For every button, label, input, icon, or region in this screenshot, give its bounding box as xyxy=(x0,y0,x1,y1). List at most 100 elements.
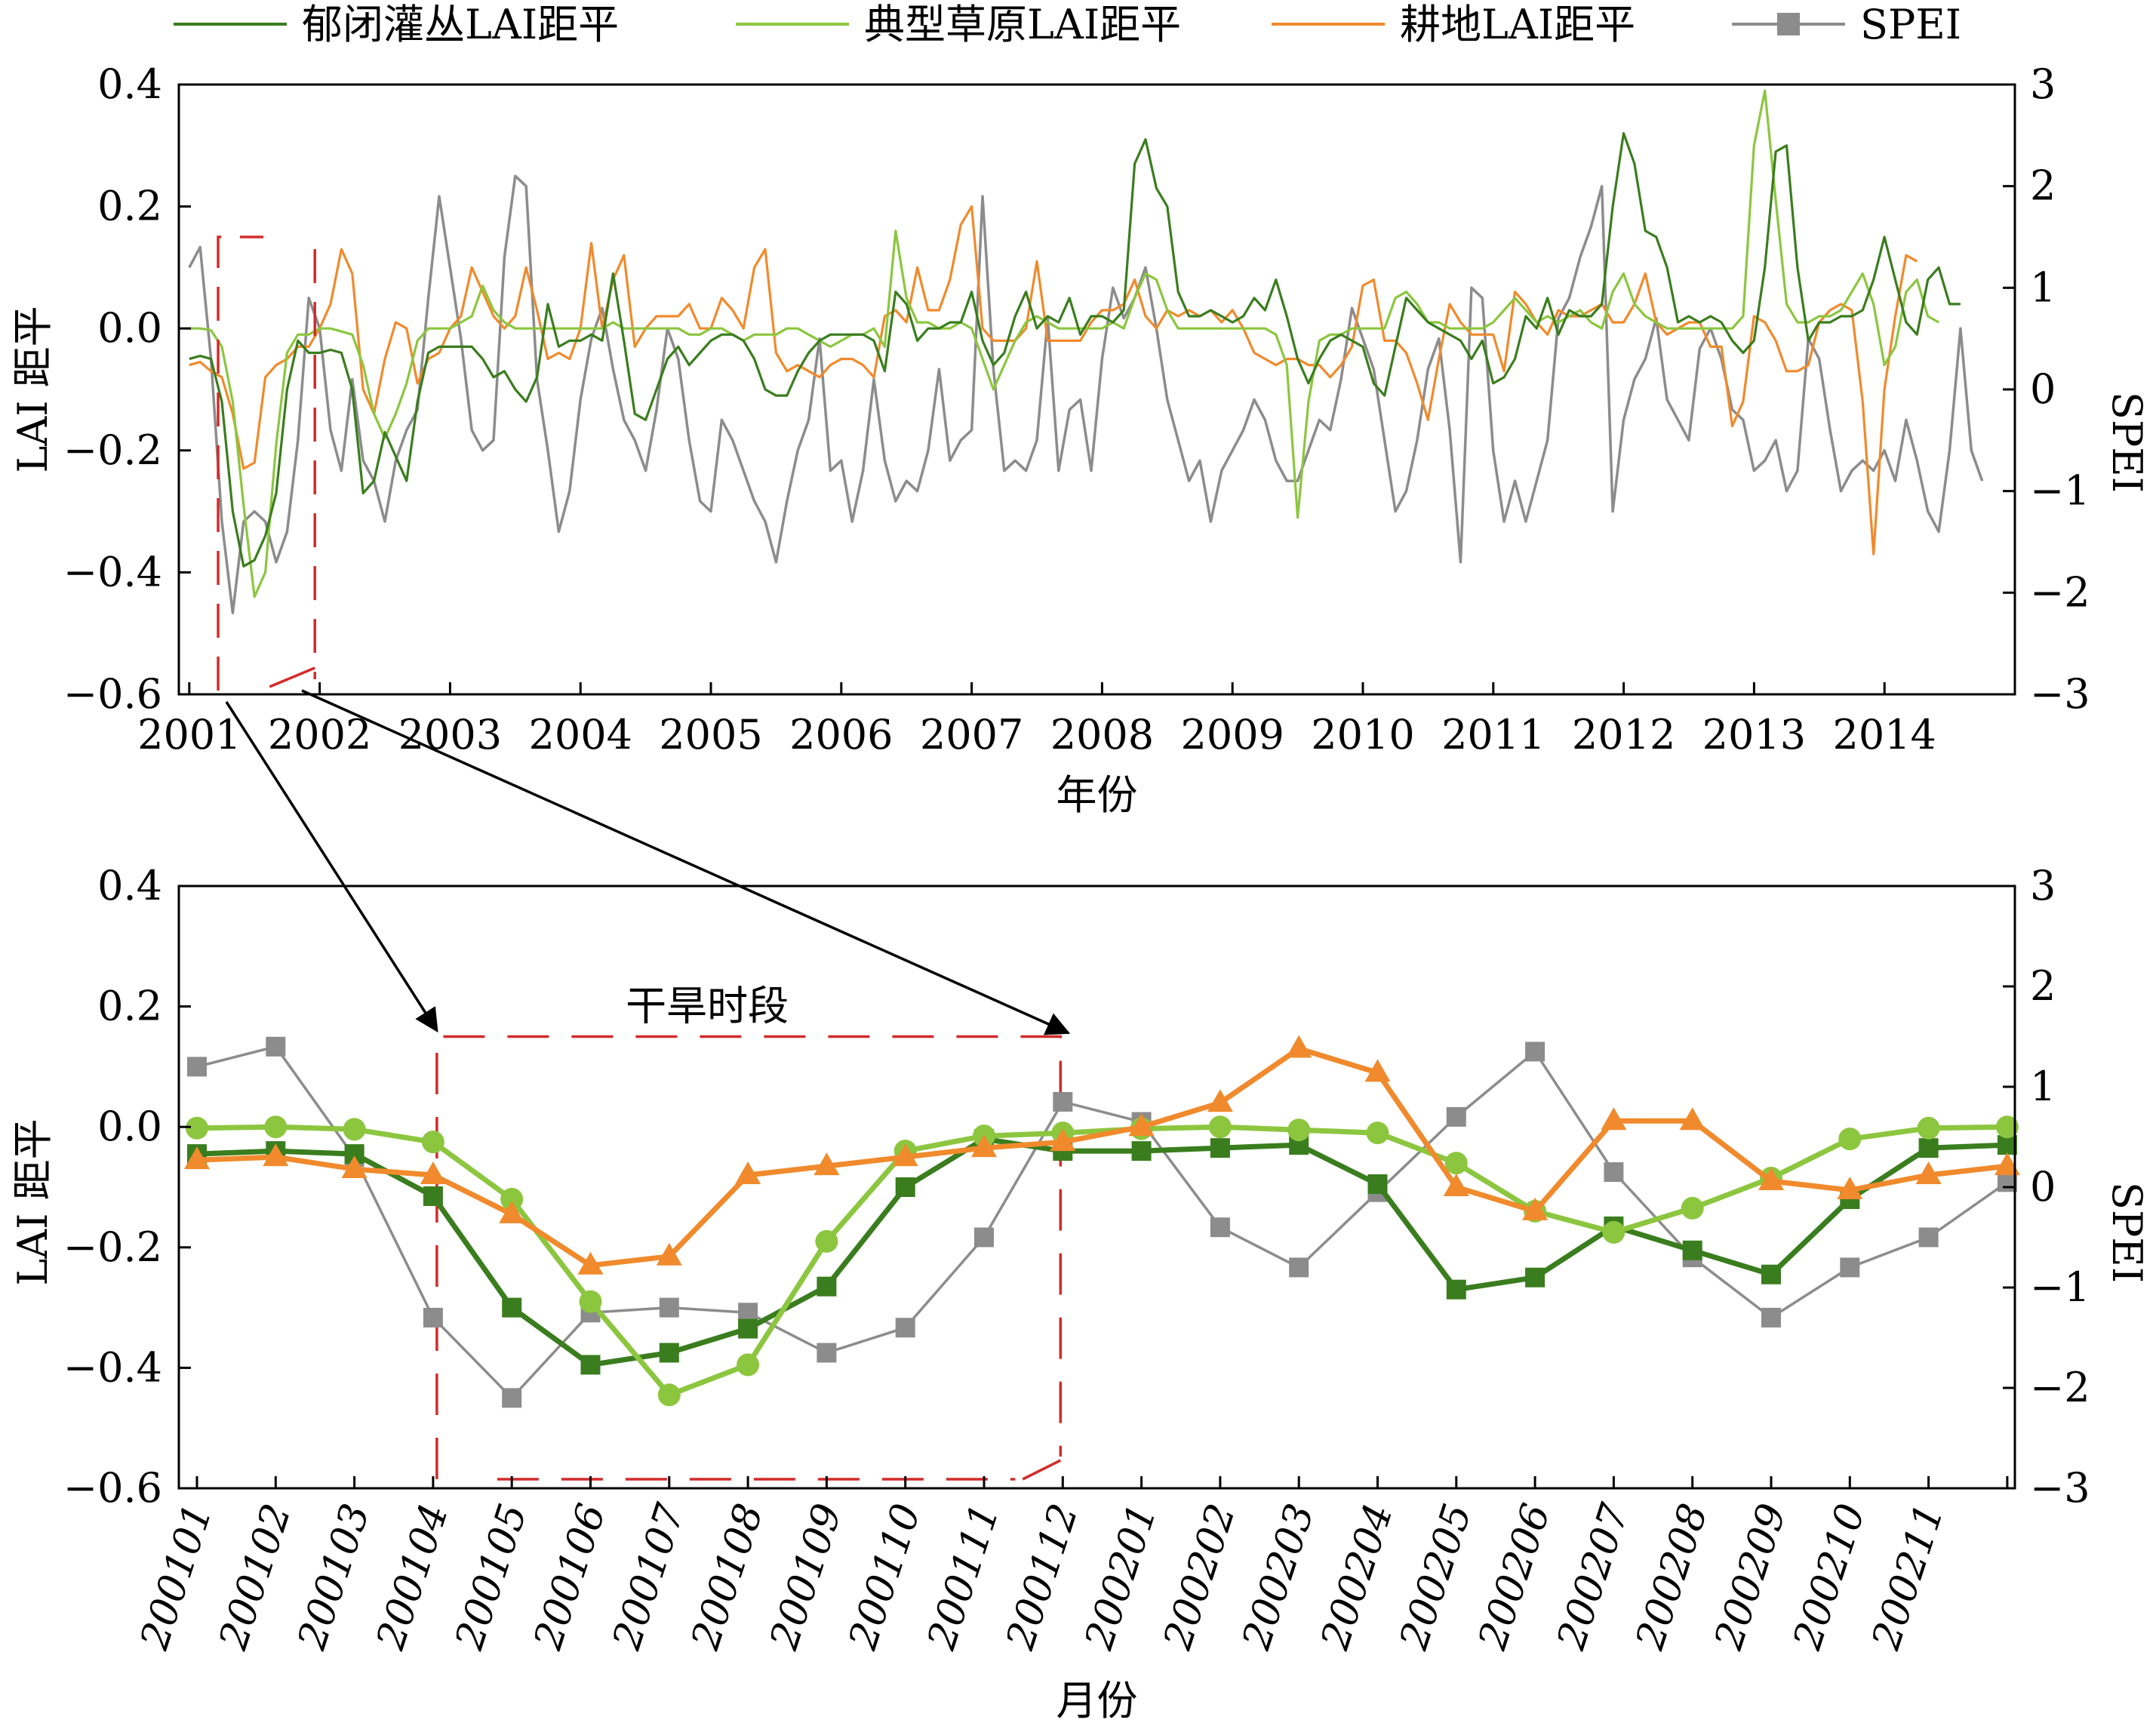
top-series-line-4 xyxy=(188,174,1984,615)
zoom-arrows xyxy=(225,689,1071,1035)
bottom-x-tick-label: 200210 xyxy=(1785,1498,1875,1655)
bottom-point xyxy=(263,1143,289,1167)
bottom-y-axis-label: LAI 距平 xyxy=(9,1118,57,1285)
bottom-series-line xyxy=(196,1136,2008,1368)
top-left-tick-label: 0.0 xyxy=(97,304,162,352)
bottom-series-2 xyxy=(186,1115,2019,1407)
bottom-x-tick-label: 200205 xyxy=(1391,1498,1481,1655)
top-x-tick-label: 2002 xyxy=(268,711,371,758)
bottom-point xyxy=(1289,1257,1309,1278)
bottom-point xyxy=(895,1318,915,1338)
top-right-tick-label: −1 xyxy=(2030,467,2090,515)
bottom-point xyxy=(1050,1128,1076,1152)
bottom-point xyxy=(1525,1267,1545,1288)
bottom-point xyxy=(579,1290,602,1313)
top-series-line-2 xyxy=(189,89,1939,598)
bottom-left-tick-label: −0.6 xyxy=(63,1464,162,1512)
top-x-tick-label: 2013 xyxy=(1702,711,1806,758)
bottom-x-tick-label: 200110 xyxy=(840,1498,930,1655)
top-left-tick-label: −0.6 xyxy=(63,670,162,718)
top-right-tick-label: −2 xyxy=(2030,568,2090,616)
bottom-point xyxy=(1918,1138,1939,1158)
top-right-axis: −3 −2 −1 0 1 2 3 xyxy=(2003,60,2090,718)
bottom-point xyxy=(817,1343,837,1363)
bottom-point xyxy=(1995,1115,2019,1139)
top-left-axis: −0.6 −0.4 −0.2 0.0 0.2 0.4 xyxy=(63,60,191,718)
bottom-point xyxy=(266,1036,286,1057)
bottom-point xyxy=(343,1118,366,1141)
bottom-point xyxy=(1444,1152,1468,1175)
top-x-tick-label: 2001 xyxy=(137,711,241,758)
bottom-x-tick-label: 200202 xyxy=(1155,1498,1245,1655)
top-series xyxy=(188,89,1984,615)
top-x-tick-label: 2011 xyxy=(1441,711,1545,758)
top-x-tick-label: 2007 xyxy=(920,711,1023,758)
bottom-point xyxy=(341,1155,368,1179)
top-x-tick-label: 2008 xyxy=(1050,711,1154,758)
bottom-point xyxy=(1682,1240,1702,1260)
legend-label: 典型草原LAI距平 xyxy=(864,1,1181,48)
bottom-x-tick-label: 200201 xyxy=(1076,1498,1166,1655)
bottom-point xyxy=(577,1251,604,1275)
bottom-point xyxy=(1602,1220,1625,1244)
bottom-right-tick-label: −3 xyxy=(2030,1464,2090,1512)
bottom-point xyxy=(1840,1257,1860,1278)
top-x-tick-label: 2004 xyxy=(529,711,632,758)
bottom-point xyxy=(656,1242,682,1266)
bottom-left-tick-label: −0.2 xyxy=(63,1223,162,1271)
bottom-x-tick-label: 200102 xyxy=(211,1498,300,1655)
bottom-point xyxy=(974,1227,994,1248)
bottom-point xyxy=(1838,1128,1862,1151)
legend-marker xyxy=(1777,13,1800,35)
bottom-x-tick-label: 200107 xyxy=(604,1498,694,1656)
bottom-series-3 xyxy=(184,1035,2020,1275)
bottom-point xyxy=(1210,1138,1230,1158)
top-left-tick-label: −0.2 xyxy=(63,426,162,474)
bottom-point xyxy=(1761,1264,1781,1285)
bottom-point xyxy=(659,1343,679,1363)
bottom-point xyxy=(580,1355,601,1375)
top-drought-box-left xyxy=(217,235,264,691)
legend-item-2: 典型草原LAI距平 xyxy=(736,1,1181,48)
top-x-tick-label: 2005 xyxy=(659,711,762,758)
legend-item-1: 郁闭灌丛LAI距平 xyxy=(174,1,619,48)
bottom-x-tick-label: 200209 xyxy=(1706,1498,1796,1655)
bottom-x-tick-label: 200108 xyxy=(683,1498,773,1655)
bottom-right-tick-label: 3 xyxy=(2030,862,2056,909)
bottom-series xyxy=(184,1035,2020,1408)
bottom-point xyxy=(895,1177,915,1197)
bottom-point xyxy=(1207,1089,1233,1112)
top-drought-box xyxy=(217,235,316,691)
bottom-x-axis-label: 月份 xyxy=(1056,1677,1138,1724)
top-x-axis: 2001 2002 2003 2004 2005 2006 2007 2008 2009 2010… xyxy=(137,682,1936,758)
bottom-drought-box-outline xyxy=(435,1035,1063,1479)
bottom-point xyxy=(1915,1161,1942,1185)
bottom-point xyxy=(738,1318,758,1339)
legend-item-4: SPEI xyxy=(1732,1,1961,48)
bottom-y2-axis-label: SPEI xyxy=(2103,1182,2151,1283)
top-x-tick-label: 2009 xyxy=(1180,711,1284,758)
top-x-tick-label: 2006 xyxy=(789,711,893,758)
top-series-line-3 xyxy=(189,205,1918,555)
bottom-point xyxy=(502,1388,522,1408)
bottom-point xyxy=(184,1146,210,1170)
bottom-x-tick-label: 200105 xyxy=(447,1498,537,1655)
bottom-point xyxy=(1758,1168,1784,1191)
bottom-x-tick-label: 200111 xyxy=(919,1498,1009,1655)
bottom-x-axis: 2001012001022001032001042001052001062001… xyxy=(132,1476,2009,1656)
bottom-point xyxy=(1364,1059,1391,1082)
bottom-left-tick-label: 0.2 xyxy=(97,983,162,1030)
bottom-x-tick-label: 200106 xyxy=(525,1498,615,1655)
bottom-point xyxy=(502,1297,522,1318)
bottom-point xyxy=(1131,1141,1152,1161)
bottom-x-tick-label: 200103 xyxy=(289,1498,379,1655)
bottom-drought-box-corner xyxy=(1022,1459,1062,1481)
top-x-tick-label: 2012 xyxy=(1572,711,1675,758)
bottom-right-tick-label: 2 xyxy=(2030,962,2056,1010)
bottom-left-tick-label: 0.0 xyxy=(97,1103,162,1150)
bottom-point xyxy=(737,1353,760,1377)
bottom-point xyxy=(1208,1115,1232,1139)
bottom-point xyxy=(817,1276,837,1297)
